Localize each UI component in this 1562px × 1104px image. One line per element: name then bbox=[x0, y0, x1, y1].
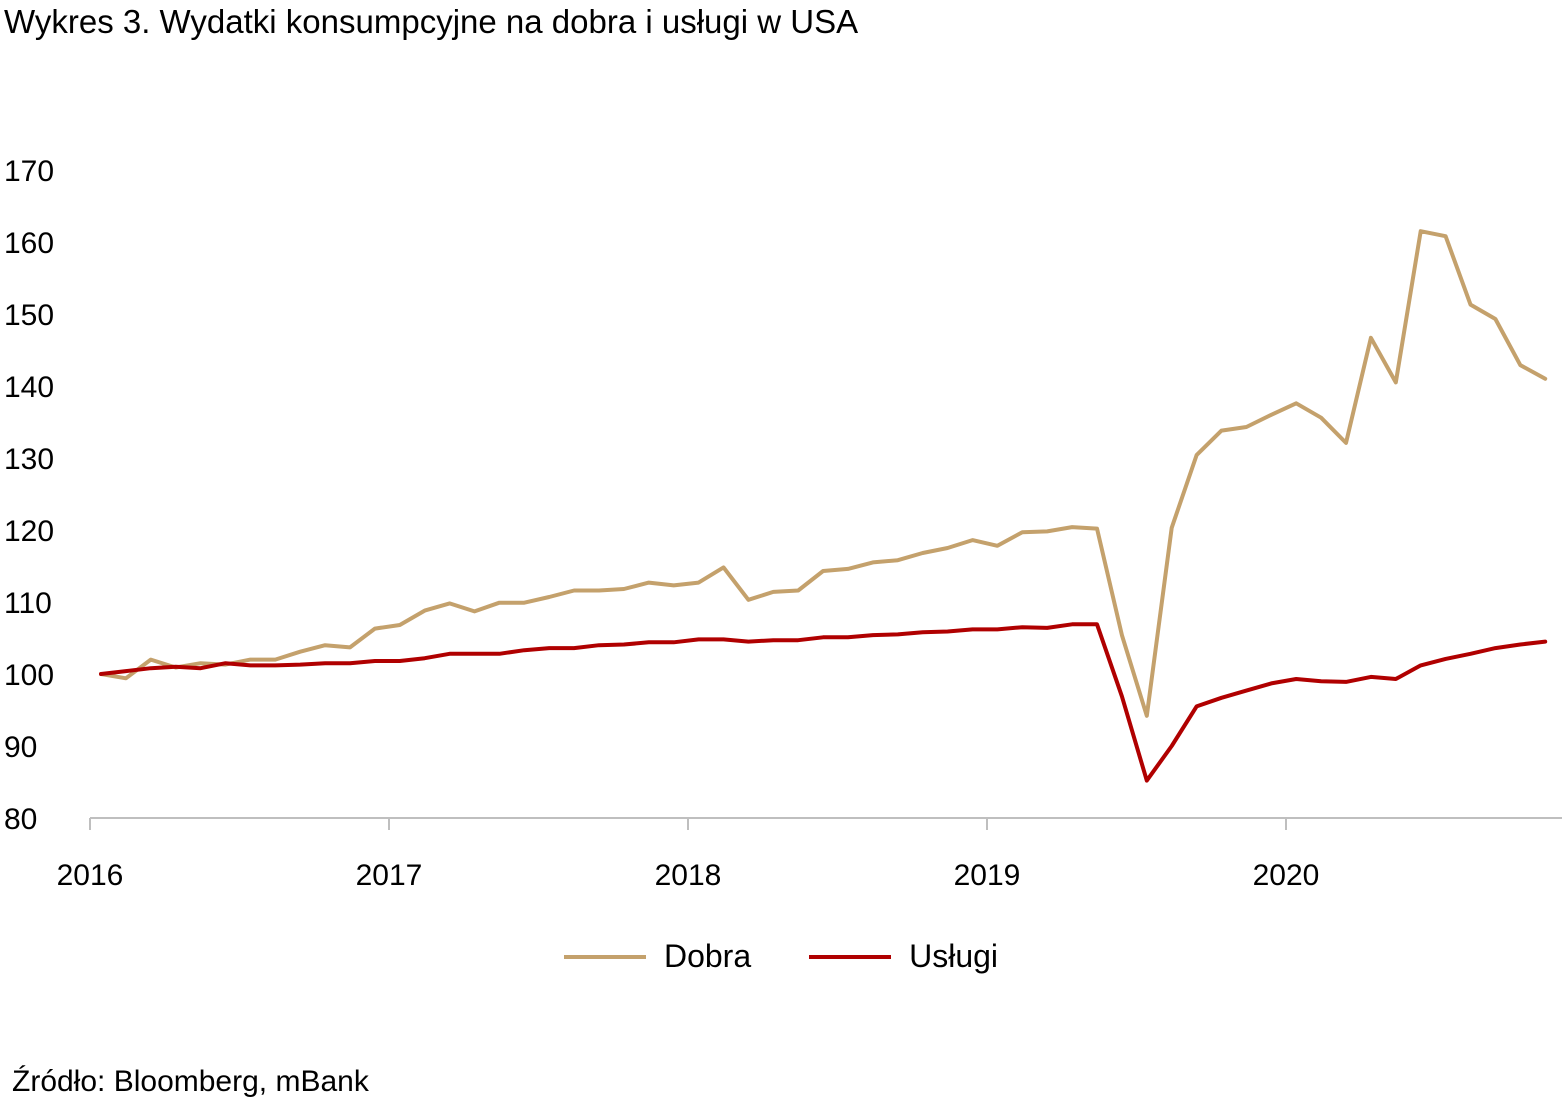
legend-item-uslugi: Usługi bbox=[809, 938, 998, 975]
y-axis-ticks: 80 90 100 110 120 130 140 150 160 170 bbox=[4, 155, 54, 836]
series-line-uslugi bbox=[99, 622, 1548, 783]
series-line-dobra bbox=[99, 229, 1548, 718]
x-axis bbox=[89, 817, 1562, 830]
x-tick-label: 2016 bbox=[57, 859, 124, 892]
x-axis-ticks: 2016 2017 2018 2019 2020 bbox=[57, 859, 1320, 892]
legend-label-uslugi: Usługi bbox=[909, 938, 999, 974]
x-tick-label: 2020 bbox=[1253, 859, 1320, 892]
legend-swatch-dobra bbox=[563, 954, 646, 959]
y-tick-label: 140 bbox=[4, 371, 54, 404]
y-tick-label: 80 bbox=[4, 803, 37, 836]
series-lines bbox=[99, 229, 1548, 783]
x-tick-label: 2018 bbox=[655, 859, 722, 892]
legend: Dobra Usługi bbox=[0, 938, 1562, 975]
y-tick-label: 160 bbox=[4, 227, 54, 260]
x-tick-label: 2019 bbox=[954, 859, 1021, 892]
legend-item-dobra: Dobra bbox=[563, 938, 752, 975]
y-tick-label: 120 bbox=[4, 515, 54, 548]
y-tick-label: 130 bbox=[4, 443, 54, 476]
x-tick-label: 2017 bbox=[356, 859, 423, 892]
y-tick-label: 170 bbox=[4, 155, 54, 188]
legend-label-dobra: Dobra bbox=[663, 938, 752, 974]
legend-swatch-uslugi bbox=[809, 954, 892, 959]
source-note: Źródło: Bloomberg, mBank bbox=[12, 1065, 369, 1098]
y-tick-label: 100 bbox=[4, 659, 54, 692]
y-tick-label: 150 bbox=[4, 299, 54, 332]
y-tick-label: 110 bbox=[4, 587, 52, 620]
chart-title: Wykres 3. Wydatki konsumpcyjne na dobra … bbox=[4, 3, 859, 40]
y-tick-label: 90 bbox=[4, 731, 37, 764]
